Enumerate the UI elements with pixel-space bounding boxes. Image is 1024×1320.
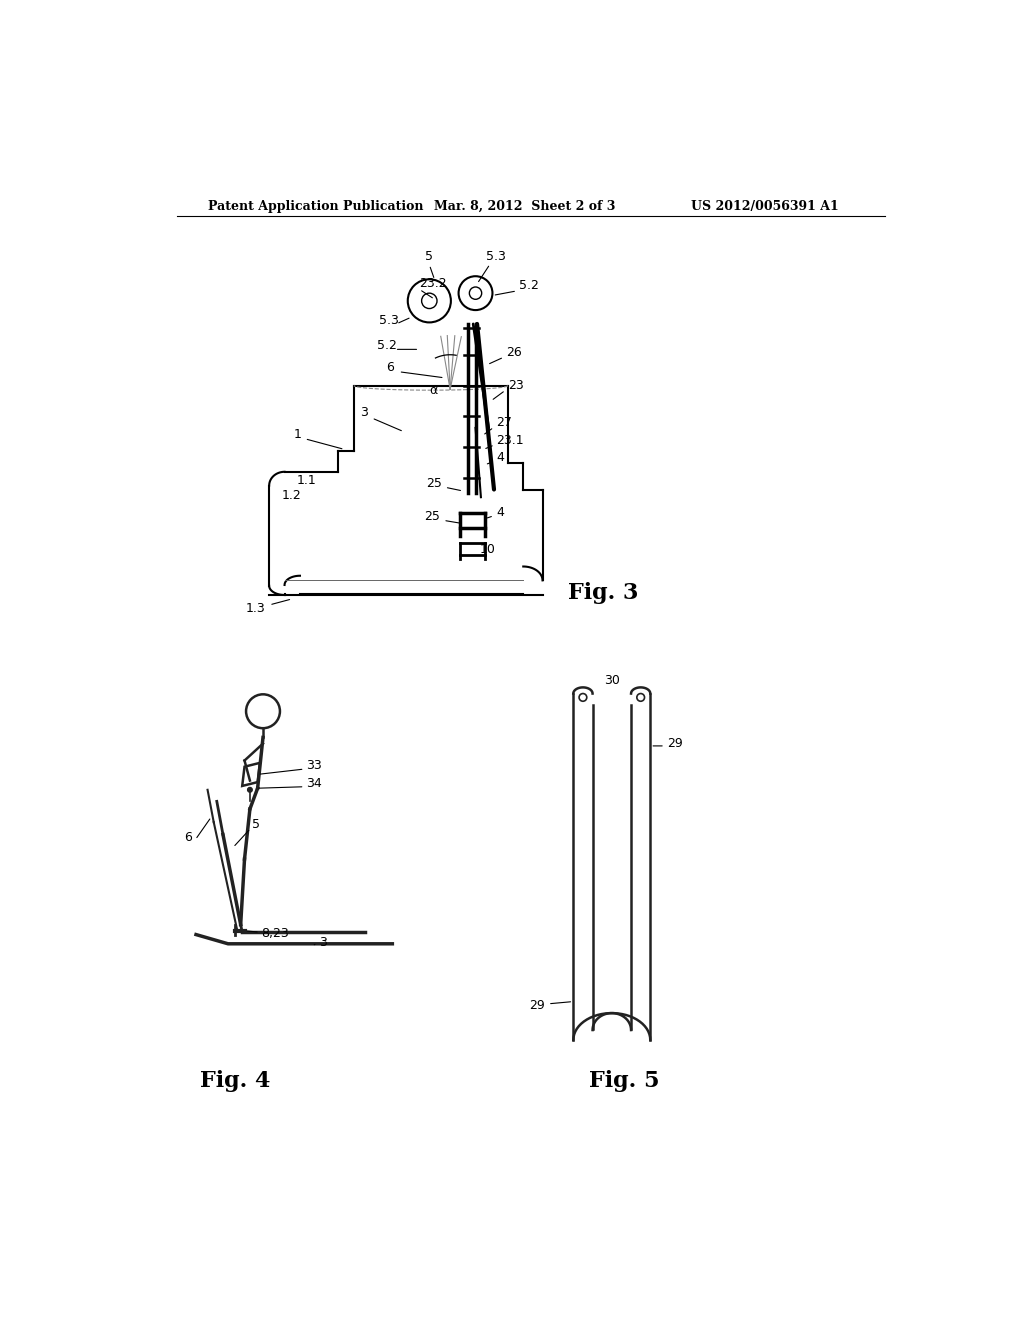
Text: Fig. 4: Fig. 4: [200, 1069, 270, 1092]
Text: 23.1: 23.1: [497, 434, 524, 447]
Text: 1.2: 1.2: [282, 490, 301, 502]
Text: 8,23: 8,23: [261, 927, 289, 940]
Text: 5.3: 5.3: [379, 314, 399, 326]
Text: 4: 4: [497, 450, 504, 463]
Text: 5.2: 5.2: [377, 339, 397, 352]
Text: 23.2: 23.2: [419, 277, 446, 290]
Text: 23: 23: [508, 379, 523, 392]
Text: 29: 29: [668, 737, 683, 750]
Text: Patent Application Publication: Patent Application Publication: [208, 199, 423, 213]
Text: 3: 3: [359, 407, 368, 418]
Text: 5: 5: [252, 818, 260, 832]
Text: 6: 6: [184, 832, 193, 843]
Text: 5.2: 5.2: [519, 279, 540, 292]
Text: 5: 5: [425, 251, 433, 264]
Text: 6: 6: [386, 362, 394, 375]
Text: 1.1: 1.1: [297, 474, 316, 487]
Text: 5.3: 5.3: [486, 249, 506, 263]
Text: 4: 4: [497, 506, 504, 519]
Polygon shape: [243, 763, 260, 785]
Circle shape: [248, 788, 252, 792]
Text: 3: 3: [319, 936, 327, 949]
Text: Fig. 3: Fig. 3: [568, 582, 638, 605]
Text: 10: 10: [479, 543, 496, 556]
Text: α: α: [429, 384, 437, 397]
Text: Mar. 8, 2012  Sheet 2 of 3: Mar. 8, 2012 Sheet 2 of 3: [434, 199, 615, 213]
Text: 1: 1: [294, 428, 301, 441]
Text: 25: 25: [426, 477, 441, 490]
Text: 1.3: 1.3: [246, 602, 265, 615]
Text: 30: 30: [604, 675, 620, 686]
Text: 26: 26: [506, 346, 522, 359]
Text: Fig. 5: Fig. 5: [589, 1069, 659, 1092]
Text: 33: 33: [306, 759, 322, 772]
Text: 25: 25: [424, 510, 440, 523]
Text: US 2012/0056391 A1: US 2012/0056391 A1: [691, 199, 839, 213]
Text: 34: 34: [306, 777, 322, 791]
Text: 29: 29: [529, 999, 545, 1012]
Text: 27: 27: [497, 416, 512, 429]
